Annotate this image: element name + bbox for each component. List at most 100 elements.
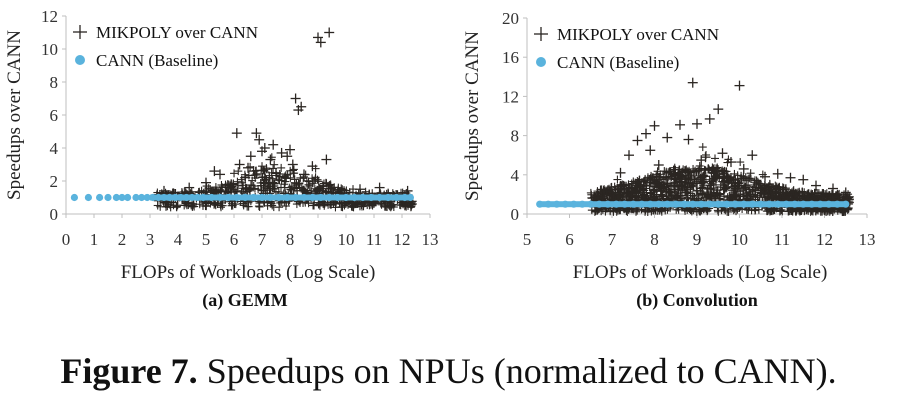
baseline-point — [723, 200, 731, 208]
mikpoly-point — [226, 179, 237, 190]
legend-mikpoly-label: MIKPOLY over CANN — [557, 25, 719, 44]
y-tick-label: 4 — [50, 139, 59, 158]
mikpoly-point — [653, 160, 664, 170]
mikpoly-point — [184, 182, 195, 193]
baseline-point — [757, 200, 765, 208]
baseline-point — [182, 193, 190, 202]
baseline-point — [799, 200, 807, 208]
mikpoly-point — [276, 147, 287, 158]
mikpoly-point — [717, 148, 728, 159]
mikpoly-point — [248, 166, 259, 177]
baseline-point — [553, 200, 561, 208]
baseline-point — [154, 193, 162, 202]
mikpoly-point — [296, 101, 307, 112]
mikpoly-point — [254, 134, 265, 145]
baseline-point — [250, 193, 258, 202]
legend-baseline-marker — [75, 55, 85, 65]
x-tick-label: 6 — [565, 230, 574, 249]
baseline-point — [124, 193, 132, 202]
baseline-point — [292, 193, 300, 202]
x-tick-label: 1 — [90, 230, 99, 249]
y-tick-label: 0 — [50, 205, 59, 224]
baseline-point — [359, 193, 367, 202]
mikpoly-point — [402, 185, 413, 196]
baseline-point — [629, 200, 637, 208]
x-tick-label: 9 — [314, 230, 323, 249]
baseline-point — [638, 200, 646, 208]
baseline-point — [544, 200, 552, 208]
baseline-point — [392, 193, 400, 202]
mikpoly-point — [259, 143, 270, 153]
baseline-point — [697, 200, 705, 208]
baseline-point — [233, 193, 241, 202]
baseline-point — [621, 200, 629, 208]
y-tick-label: 12 — [41, 7, 58, 26]
mikpoly-point — [290, 93, 301, 104]
baseline-point — [96, 193, 104, 202]
baseline-point — [132, 193, 140, 202]
baseline-point — [317, 193, 325, 202]
baseline-point — [300, 193, 308, 202]
mikpoly-point — [840, 187, 851, 198]
x-tick-label: 6 — [230, 230, 239, 249]
baseline-point — [740, 200, 748, 208]
mikpoly-point — [683, 134, 694, 145]
baseline-point — [241, 193, 249, 202]
baseline-point — [689, 200, 697, 208]
mikpoly-point — [700, 152, 711, 163]
baseline-point — [672, 200, 680, 208]
baseline-point — [194, 193, 202, 202]
x-tick-label: 0 — [62, 230, 71, 249]
baseline-point — [646, 200, 654, 208]
baseline-point — [714, 200, 722, 208]
legend-mikpoly-marker — [534, 27, 548, 41]
baseline-point — [808, 200, 816, 208]
baseline-point — [258, 193, 266, 202]
x-tick-label: 13 — [422, 230, 439, 249]
baseline-point — [612, 200, 620, 208]
x-tick-label: 11 — [774, 230, 790, 249]
baseline-point — [825, 200, 833, 208]
y-tick-label: 0 — [511, 205, 520, 224]
figure-caption-label: Figure 7. — [60, 351, 198, 391]
y-tick-label: 12 — [502, 87, 519, 106]
mikpoly-point — [299, 169, 309, 180]
baseline-point — [143, 193, 151, 202]
mikpoly-point — [704, 113, 715, 124]
baseline-point — [376, 193, 384, 202]
baseline-point — [308, 193, 316, 202]
baseline-point — [275, 193, 283, 202]
x-axis-title: FLOPs of Workloads (Log Scale) — [121, 262, 376, 283]
mikpoly-point — [243, 162, 253, 173]
mikpoly-point — [285, 144, 295, 155]
mikpoly-point — [287, 159, 298, 170]
legend-baseline-label: CANN (Baseline) — [557, 53, 679, 72]
mikpoly-point — [307, 161, 318, 172]
mikpoly-point — [687, 77, 698, 88]
figure-caption-text: Speedups on NPUs (normalized to CANN). — [206, 351, 837, 391]
x-tick-label: 2 — [118, 230, 127, 249]
mikpoly-point — [641, 128, 651, 139]
baseline-point — [112, 193, 120, 202]
mikpoly-point — [772, 168, 783, 179]
y-tick-label: 8 — [50, 73, 59, 92]
mikpoly-point — [726, 157, 736, 168]
mikpoly-point — [624, 150, 634, 161]
baseline-point — [561, 200, 569, 208]
baseline-point — [138, 193, 146, 202]
baseline-point — [570, 200, 578, 208]
baseline-point — [680, 200, 688, 208]
baseline-point — [224, 193, 232, 202]
baseline-point — [406, 193, 414, 202]
mikpoly-point — [662, 132, 673, 143]
y-tick-label: 2 — [50, 172, 59, 191]
x-tick-label: 11 — [366, 230, 382, 249]
mikpoly-point — [201, 177, 211, 188]
mikpoly-point — [355, 184, 365, 195]
baseline-point — [578, 200, 586, 208]
x-tick-label: 12 — [816, 230, 833, 249]
x-tick-label: 8 — [650, 230, 659, 249]
mikpoly-point — [747, 150, 758, 161]
baseline-point — [782, 200, 790, 208]
baseline-point — [166, 193, 174, 202]
